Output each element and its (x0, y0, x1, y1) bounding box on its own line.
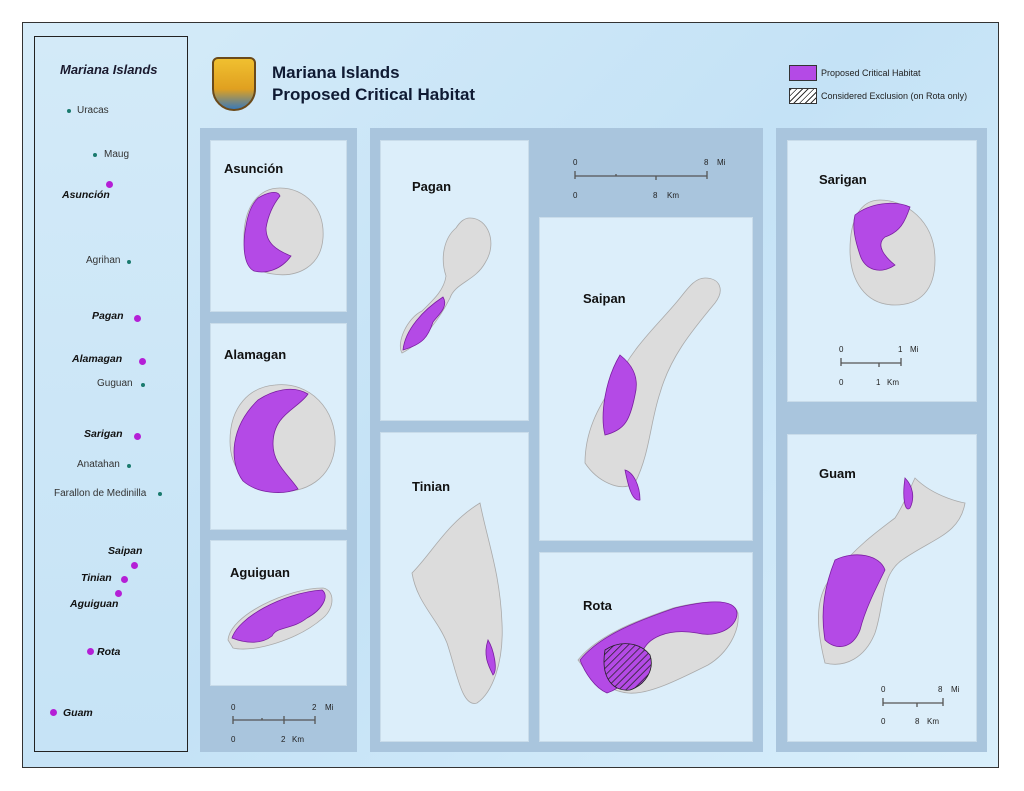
scale-tick: 8 (653, 191, 658, 200)
island-label: Rota (97, 646, 121, 658)
scale-tick: 0 (231, 735, 236, 744)
scale-tick: 8 (938, 685, 943, 694)
scale-unit: Mi (910, 345, 919, 354)
panel-aguiguan (210, 540, 347, 686)
scale-tick: 1 (898, 345, 903, 354)
island-label: Aguiguan (70, 598, 119, 610)
panel-label: Guam (819, 466, 856, 481)
scale-unit: Mi (951, 685, 960, 694)
island-dot (141, 383, 145, 387)
island-dot (87, 648, 94, 655)
panel-guam (787, 434, 977, 742)
panel-rota (539, 552, 753, 742)
scale-tick: 0 (881, 717, 886, 726)
scale-tick: 0 (881, 685, 886, 694)
island-label: Asunción (62, 189, 110, 201)
panel-label: Pagan (412, 179, 452, 194)
scale-tick: 8 (915, 717, 920, 726)
island-label: Alamagan (72, 353, 123, 365)
island-dot (93, 153, 97, 157)
panel-saipan (539, 217, 753, 541)
island-dot (139, 358, 146, 365)
scale-tick: 2 (312, 703, 317, 712)
scale-tick: 8 (704, 158, 709, 167)
island-label: Saipan (108, 545, 143, 557)
panel-pagan (380, 140, 529, 421)
panel-label: Rota (583, 598, 612, 613)
legend-swatch-habitat (789, 65, 817, 81)
island-label: Uracas (77, 105, 109, 116)
scale-tick: 0 (573, 158, 578, 167)
legend-swatch-exclusion (789, 88, 817, 104)
legend-label: Considered Exclusion (on Rota only) (821, 91, 968, 101)
island-dot (131, 562, 138, 569)
island-label: Sarigan (84, 428, 123, 440)
island-dot (127, 464, 131, 468)
island-label: Pagan (92, 310, 124, 322)
island-label: Anatahan (77, 459, 120, 470)
panel-label: Asunción (224, 161, 284, 176)
panel-tinian (380, 432, 529, 742)
island-label: Guam (63, 707, 93, 719)
title-line-2: Proposed Critical Habitat (272, 85, 476, 104)
island-dot (127, 260, 131, 264)
island-dot (121, 576, 128, 583)
panel-label: Aguiguan (230, 565, 290, 580)
scale-unit: Km (887, 378, 899, 387)
title-line-1: Mariana Islands (272, 63, 400, 82)
island-label: Tinian (81, 572, 112, 584)
island-dot (134, 433, 141, 440)
island-dot (50, 709, 57, 716)
island-dot (106, 181, 113, 188)
scale-tick: 0 (839, 345, 844, 354)
panel-label: Sarigan (819, 172, 867, 187)
scale-unit: Km (292, 735, 304, 744)
scale-tick: 0 (231, 703, 236, 712)
panel-label: Tinian (412, 479, 451, 494)
page-title: Mariana Islands Proposed Critical Habitat (272, 62, 475, 106)
island-dot (115, 590, 122, 597)
scale-tick: 1 (876, 378, 881, 387)
overview-map (34, 36, 188, 752)
panel-label: Saipan (583, 291, 626, 306)
panel-label: Alamagan (224, 347, 287, 362)
overview-title: Mariana Islands (60, 62, 158, 77)
scale-unit: Mi (325, 703, 334, 712)
island-label: Farallon de Medinilla (54, 488, 147, 499)
scale-tick: 2 (281, 735, 286, 744)
island-dot (67, 109, 71, 113)
island-label: Maug (104, 149, 130, 160)
scale-unit: Km (927, 717, 939, 726)
island-label: Guguan (97, 378, 133, 389)
scale-tick: 0 (839, 378, 844, 387)
island-dot (158, 492, 162, 496)
panel-sarigan (787, 140, 977, 402)
scale-unit: Mi (717, 158, 726, 167)
legend-label: Proposed Critical Habitat (821, 68, 921, 78)
scale-tick: 0 (573, 191, 578, 200)
scale-unit: Km (667, 191, 679, 200)
island-dot (134, 315, 141, 322)
island-label: Agrihan (86, 255, 121, 266)
usfws-logo (212, 57, 256, 111)
